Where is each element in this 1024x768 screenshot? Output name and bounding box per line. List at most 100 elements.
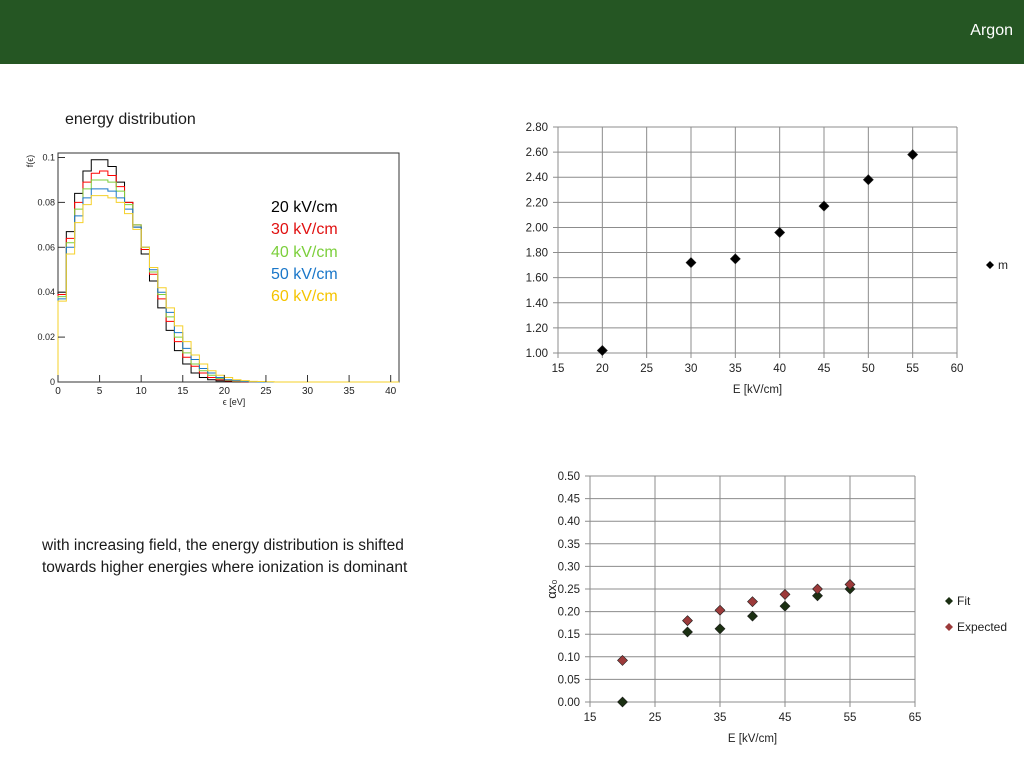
data-point-expected — [747, 596, 758, 608]
y-tick-label: 2.40 — [526, 172, 548, 184]
data-point-expected — [779, 588, 791, 600]
y-tick-label: 0.00 — [558, 697, 580, 709]
data-point-m — [596, 345, 608, 356]
x-axis-title: ϵ [eV] — [223, 397, 246, 407]
data-point-m — [907, 149, 919, 161]
legend-label: Fit — [957, 594, 971, 608]
data-point-m — [818, 200, 830, 212]
legend-label: m — [998, 258, 1008, 272]
y-tick-label: 0.10 — [558, 652, 580, 664]
x-tick-label: 45 — [779, 712, 792, 724]
histogram-series-1 — [57, 170, 399, 383]
x-tick-label: 45 — [818, 363, 831, 375]
x-tick-label: 55 — [906, 363, 919, 375]
histogram-series-2 — [57, 179, 399, 383]
y-tick-label: 0.1 — [42, 152, 55, 162]
y-axis-title: αx₀ — [544, 579, 559, 598]
legend-marker — [945, 623, 953, 631]
plot-frame — [57, 152, 400, 383]
y-tick-label: 2.60 — [526, 147, 548, 159]
y-tick-label: 2.80 — [526, 122, 548, 134]
histogram-series-4 — [57, 195, 399, 383]
x-tick-label: 40 — [773, 363, 786, 375]
caption-line-2: towards higher energies where ionization… — [42, 559, 408, 576]
data-point-fit — [812, 590, 823, 602]
y-axis-title: f(ϵ) — [25, 155, 35, 167]
data-point-fit — [779, 600, 791, 612]
x-tick-label: 25 — [640, 363, 653, 375]
y-tick-label: 2.00 — [526, 222, 548, 234]
x-tick-label: 50 — [862, 363, 875, 375]
x-tick-label: 40 — [385, 386, 397, 397]
data-point-fit — [682, 626, 693, 638]
x-tick-label: 60 — [951, 363, 964, 375]
y-tick-label: 0.45 — [558, 494, 580, 506]
data-point-m — [729, 253, 741, 265]
y-tick-label: 0 — [50, 377, 55, 387]
y-tick-label: 0.06 — [37, 242, 55, 252]
data-point-expected — [617, 654, 628, 666]
legend-entry-50: 50 kV/cm — [271, 265, 338, 283]
y-tick-label: 0.25 — [558, 584, 580, 596]
x-tick-label: 25 — [260, 386, 272, 397]
y-tick-label: 1.40 — [526, 298, 548, 310]
y-tick-label: 1.20 — [526, 323, 548, 335]
legend-marker — [986, 261, 994, 269]
caption-line-1: with increasing field, the energy distri… — [42, 537, 404, 554]
y-tick-label: 0.05 — [558, 674, 580, 686]
data-point-expected — [844, 579, 856, 590]
x-tick-label: 10 — [136, 386, 148, 397]
y-tick-label: 2.20 — [526, 197, 548, 209]
legend-entry-60: 60 kV/cm — [271, 288, 338, 306]
x-tick-label: 30 — [302, 386, 314, 397]
histogram-series-0 — [57, 159, 399, 383]
y-tick-label: 1.00 — [526, 348, 548, 360]
x-tick-label: 55 — [844, 712, 857, 724]
x-axis-title: E [kV/cm] — [733, 384, 782, 396]
x-tick-label: 35 — [729, 363, 742, 375]
y-tick-label: 0.04 — [37, 287, 55, 297]
x-tick-label: 20 — [219, 386, 231, 397]
data-point-fit — [747, 610, 758, 622]
data-point-m — [862, 174, 874, 186]
x-tick-label: 65 — [909, 712, 922, 724]
x-tick-label: 15 — [177, 386, 189, 397]
y-tick-label: 0.15 — [558, 629, 580, 641]
y-tick-label: 0.02 — [37, 332, 55, 342]
y-tick-label: 0.08 — [37, 197, 55, 207]
data-point-expected — [682, 615, 693, 627]
x-tick-label: 30 — [685, 363, 698, 375]
legend-marker — [945, 597, 953, 605]
data-point-expected — [714, 604, 726, 616]
x-tick-label: 5 — [97, 386, 103, 397]
header-bar: Argon — [0, 0, 1024, 64]
data-point-m — [774, 227, 786, 238]
data-point-m — [685, 257, 697, 269]
data-point-fit — [844, 583, 856, 595]
legend-entry-20: 20 kV/cm — [271, 199, 338, 216]
x-tick-label: 15 — [584, 712, 597, 724]
slide-title: Argon — [970, 22, 1013, 39]
x-tick-label: 0 — [55, 386, 61, 397]
y-tick-label: 1.60 — [526, 273, 548, 285]
x-tick-label: 25 — [649, 712, 662, 724]
y-tick-label: 0.20 — [558, 607, 580, 619]
x-tick-label: 35 — [714, 712, 727, 724]
caption-text: with increasing field, the energy distri… — [42, 535, 462, 579]
section-heading: energy distribution — [65, 111, 196, 128]
y-tick-label: 0.50 — [558, 471, 580, 483]
legend-label: Expected — [957, 620, 1007, 634]
data-point-fit — [714, 623, 726, 635]
data-point-fit — [617, 696, 628, 708]
y-tick-label: 0.40 — [558, 516, 580, 528]
histogram-series-3 — [57, 188, 399, 383]
legend-entry-40: 40 kV/cm — [271, 243, 338, 261]
y-tick-label: 0.35 — [558, 539, 580, 551]
legend-entry-30: 30 kV/cm — [271, 221, 338, 239]
x-tick-label: 15 — [552, 363, 565, 375]
y-tick-label: 1.80 — [526, 248, 548, 260]
y-tick-label: 0.30 — [558, 561, 580, 573]
data-point-expected — [812, 583, 823, 595]
x-tick-label: 20 — [596, 363, 609, 375]
histogram-legend: 20 kV/cm 30 kV/cm 40 kV/cm 50 kV/cm 60 k… — [271, 197, 338, 308]
